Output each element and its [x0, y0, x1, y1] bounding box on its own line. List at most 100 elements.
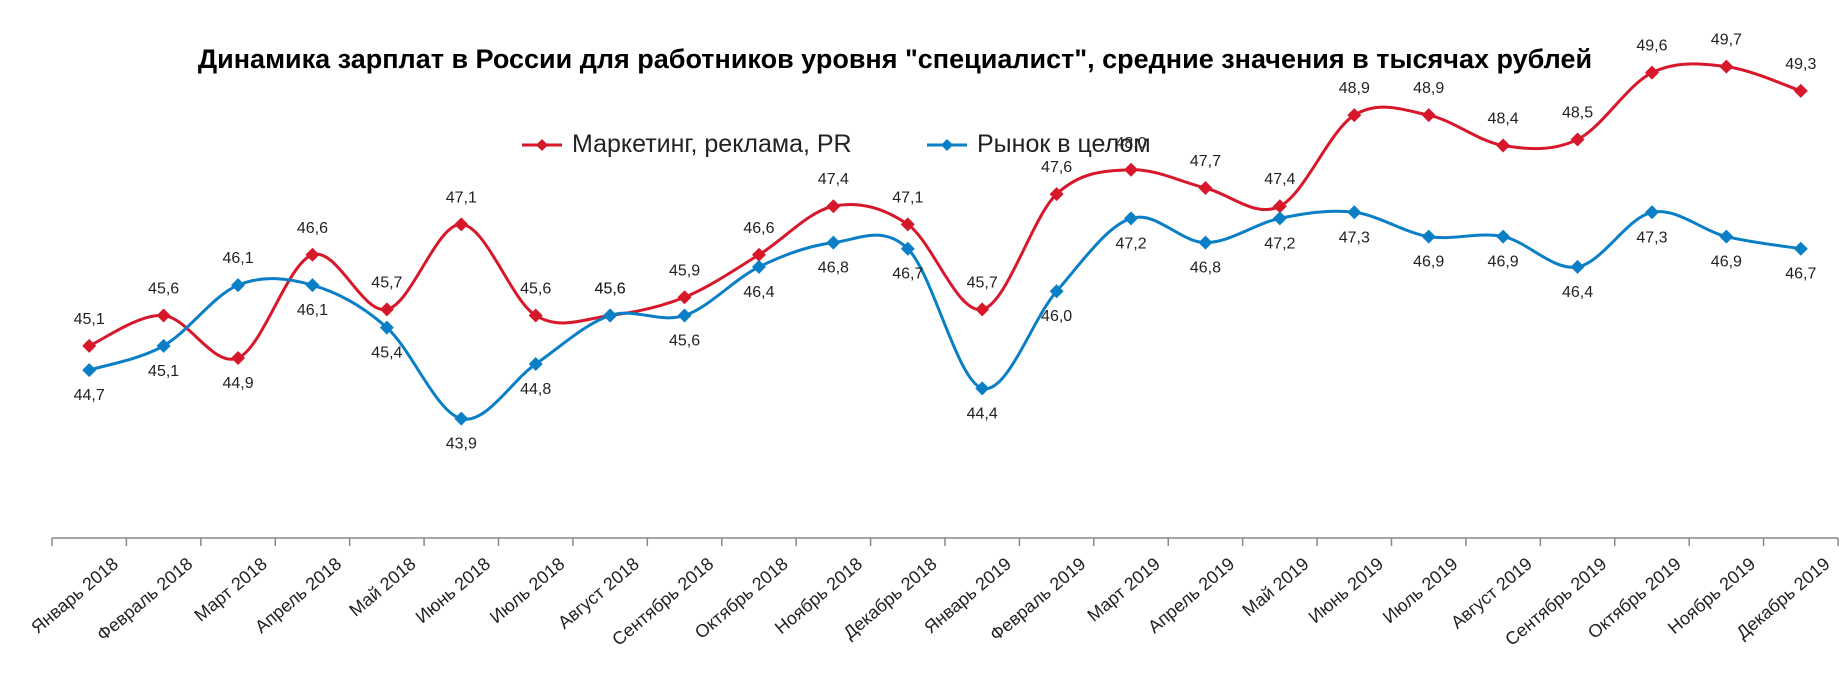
data-label-marketing: 49,6 [1636, 38, 1667, 55]
data-point-marketing [900, 217, 915, 232]
data-label-market: 45,6 [595, 280, 626, 297]
data-label-market: 46,9 [1488, 254, 1519, 271]
data-point-market [231, 278, 246, 293]
data-label-marketing: 48,4 [1488, 111, 1519, 128]
data-point-marketing [82, 338, 97, 353]
data-point-marketing [1421, 108, 1436, 123]
x-tick-label: Май 2018 [345, 554, 419, 621]
data-label-market: 44,7 [74, 387, 105, 404]
legend-item-marketing: Маркетинг, реклама, PR [520, 130, 852, 159]
data-point-market [305, 278, 320, 293]
chart-title: Динамика зарплат в России для работников… [197, 44, 1593, 74]
data-point-market [1793, 241, 1808, 256]
data-label-market: 47,2 [1264, 235, 1295, 252]
data-label-marketing: 49,3 [1785, 56, 1816, 73]
data-label-marketing: 45,6 [595, 280, 626, 297]
data-point-market [1272, 211, 1287, 226]
data-label-marketing: 45,9 [669, 262, 700, 279]
data-label-market: 47,3 [1636, 229, 1667, 246]
data-point-market [826, 235, 841, 250]
data-label-market: 43,9 [446, 436, 477, 453]
data-label-marketing: 44,9 [222, 375, 253, 392]
data-point-market [1570, 259, 1585, 274]
data-point-market [603, 308, 618, 323]
data-label-marketing: 48,9 [1339, 80, 1370, 97]
data-point-marketing [1049, 187, 1064, 202]
legend-item-market: Рынок в целом [925, 130, 1151, 159]
data-label-market: 44,8 [520, 381, 551, 398]
data-point-market [751, 259, 766, 274]
data-label-market: 45,4 [371, 345, 402, 362]
data-point-market [1719, 229, 1734, 244]
data-point-marketing [1644, 65, 1659, 80]
data-point-marketing [1570, 132, 1585, 147]
data-point-market [677, 308, 692, 323]
data-point-marketing [231, 350, 246, 365]
data-point-market [1644, 205, 1659, 220]
data-point-marketing [1198, 181, 1213, 196]
data-point-marketing [826, 199, 841, 214]
data-label-marketing: 45,6 [520, 280, 551, 297]
data-label-marketing: 47,4 [818, 171, 849, 188]
legend-label-market: Рынок в целом [977, 130, 1151, 158]
data-label-market: 46,4 [1562, 284, 1593, 301]
data-point-marketing [528, 308, 543, 323]
data-label-marketing: 46,6 [743, 220, 774, 237]
data-label-market: 46,7 [892, 266, 923, 283]
legend-marker-market [927, 138, 967, 151]
data-label-marketing: 47,6 [1041, 159, 1072, 176]
data-point-marketing [751, 247, 766, 262]
data-label-marketing: 45,6 [148, 280, 179, 297]
data-label-marketing: 47,1 [892, 189, 923, 206]
data-point-marketing [1347, 108, 1362, 123]
series-line-market [88, 209, 1802, 421]
data-point-market [1347, 205, 1362, 220]
data-point-market [379, 320, 394, 335]
data-label-market: 46,9 [1711, 254, 1742, 271]
data-label-market: 46,0 [1041, 308, 1072, 325]
data-label-marketing: 45,7 [967, 274, 998, 291]
data-label-marketing: 48,9 [1413, 80, 1444, 97]
data-point-market [1496, 229, 1511, 244]
legend-label-marketing: Маркетинг, реклама, PR [572, 130, 852, 158]
data-point-marketing [677, 290, 692, 305]
data-label-market: 46,7 [1785, 266, 1816, 283]
data-label-market: 46,1 [297, 302, 328, 319]
data-point-market [528, 357, 543, 372]
x-tick-label: Июнь 2018 [412, 554, 494, 628]
data-label-market: 47,3 [1339, 229, 1370, 246]
data-label-marketing: 46,6 [297, 220, 328, 237]
data-point-market [1198, 235, 1213, 250]
data-label-marketing: 45,7 [371, 274, 402, 291]
x-tick-label: Июнь 2019 [1305, 554, 1387, 628]
data-label-marketing: 49,7 [1711, 32, 1742, 49]
data-label-market: 45,6 [669, 332, 700, 349]
data-point-market [975, 381, 990, 396]
data-point-market [454, 411, 469, 426]
data-label-market: 44,4 [967, 405, 998, 422]
data-point-marketing [305, 247, 320, 262]
data-label-marketing: 47,1 [446, 189, 477, 206]
data-label-market: 46,9 [1413, 254, 1444, 271]
data-point-market [82, 363, 97, 378]
data-point-market [1049, 284, 1064, 299]
data-label-marketing: 45,1 [74, 311, 105, 328]
data-point-marketing [156, 308, 171, 323]
data-point-marketing [1719, 59, 1734, 74]
data-label-market: 46,4 [743, 284, 774, 301]
data-point-marketing [1124, 162, 1139, 177]
data-point-market [900, 241, 915, 256]
data-label-market: 45,1 [148, 363, 179, 380]
data-point-market [1124, 211, 1139, 226]
data-label-market: 46,8 [1190, 260, 1221, 277]
data-label-marketing: 47,7 [1190, 153, 1221, 170]
data-label-marketing: 47,4 [1264, 171, 1295, 188]
data-label-market: 47,2 [1115, 235, 1146, 252]
data-point-marketing [454, 217, 469, 232]
data-label-market: 46,1 [222, 250, 253, 267]
data-label-marketing: 48,5 [1562, 104, 1593, 121]
data-point-market [1421, 229, 1436, 244]
legend-marker-marketing [522, 138, 562, 151]
series-line-marketing [88, 62, 1802, 361]
